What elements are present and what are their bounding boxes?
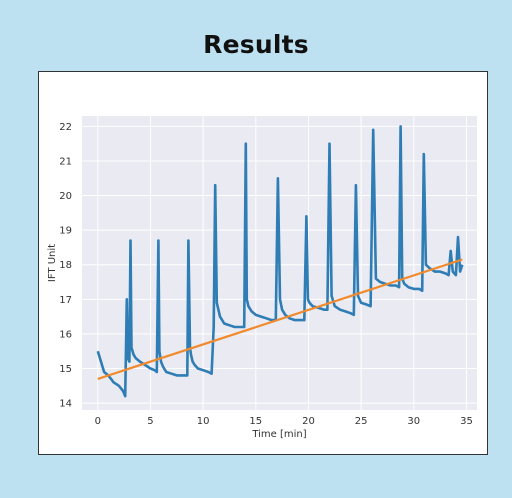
x-axis-label: Time [min]: [251, 429, 306, 440]
x-tick-label: 10: [197, 416, 210, 427]
y-tick-label: 19: [59, 226, 72, 237]
measured-series-line: [96, 125, 464, 398]
y-tick-label: 17: [59, 295, 72, 306]
y-tick-label: 22: [59, 122, 72, 133]
tick-labels: 0 5 10 15 20 25 30 35 14 15 16 17 18 19 20 21 22: [59, 122, 473, 427]
x-tick-label: 15: [249, 416, 262, 427]
x-tick-label: 30: [407, 416, 420, 427]
x-tick-label: 0: [95, 416, 101, 427]
y-axis-label: IFT Unit: [47, 244, 58, 282]
y-tick-label: 15: [59, 364, 72, 375]
y-tick-label: 20: [59, 191, 72, 202]
trend-line: [97, 258, 463, 380]
y-tick-label: 16: [59, 329, 72, 340]
x-tick-label: 20: [302, 416, 315, 427]
page-title: Results: [203, 30, 309, 59]
y-tick-label: 14: [59, 399, 72, 410]
y-tick-label: 21: [59, 156, 72, 167]
series-layer: [96, 125, 464, 398]
x-tick-label: 5: [147, 416, 153, 427]
y-tick-label: 18: [59, 260, 72, 271]
x-tick-label: 35: [460, 416, 473, 427]
x-tick-label: 25: [355, 416, 368, 427]
